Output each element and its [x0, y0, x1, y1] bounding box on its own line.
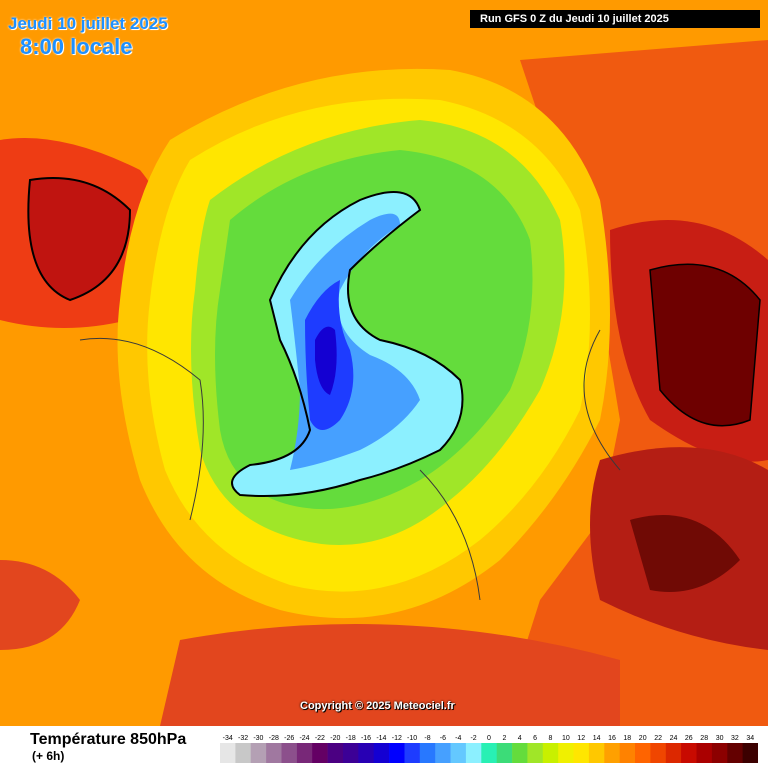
scale-swatch	[266, 743, 282, 763]
scale-swatch	[542, 743, 559, 763]
scale-tick-label: 34	[746, 735, 754, 742]
scale-swatch	[696, 743, 713, 763]
scale-tick-label: -2	[470, 735, 476, 742]
scale-swatch	[727, 743, 743, 763]
scale-tick-label: -18	[346, 735, 356, 742]
scale-swatch	[465, 743, 482, 763]
scale-tick-label: -6	[440, 735, 446, 742]
scale-tick-label: -22	[315, 735, 325, 742]
scale-tick-label: 10	[562, 735, 570, 742]
scale-tick-label: 14	[593, 735, 601, 742]
scale-swatch	[742, 743, 758, 763]
scale-tick-label: 16	[608, 735, 616, 742]
scale-swatch	[665, 743, 682, 763]
scale-tick-label: 22	[654, 735, 662, 742]
scale-swatch	[419, 743, 436, 763]
scale-tick-label: 26	[685, 735, 693, 742]
temperature-map	[0, 0, 768, 726]
scale-swatch	[527, 743, 544, 763]
scale-swatch	[435, 743, 451, 763]
scale-tick-label: -12	[392, 735, 402, 742]
scale-swatch	[235, 743, 252, 763]
forecast-date: Jeudi 10 juillet 2025	[8, 14, 168, 33]
scale-swatch	[573, 743, 590, 763]
scale-tick-label: 8	[549, 735, 553, 742]
variable-title: Température 850hPa	[30, 731, 187, 748]
scale-swatch	[681, 743, 697, 763]
scale-tick-label: 20	[639, 735, 647, 742]
footer: Température 850hPa (+ 6h) -34 -32 -30 -28 -2…	[0, 726, 768, 768]
scale-swatch	[558, 743, 574, 763]
scale-tick-label: -14	[376, 735, 386, 742]
scale-tick-label: -16	[361, 735, 371, 742]
scale-swatch	[588, 743, 605, 763]
color-scale: -34 -32 -30 -28 -26 -24 -22 -20 -18 -16 -14 -12 -10-…	[220, 735, 758, 763]
scale-swatch	[343, 743, 359, 763]
scale-tick-label: -8	[424, 735, 430, 742]
scale-swatch	[281, 743, 298, 763]
scale-tick-label: -32	[238, 735, 248, 742]
copyright: Copyright © 2025 Meteociel.fr	[300, 700, 455, 712]
scale-tick-label: 12	[577, 735, 585, 742]
scale-tick-label: -26	[284, 735, 294, 742]
scale-tick-label: 4	[518, 735, 522, 742]
scale-tick-label: 0	[487, 735, 491, 742]
scale-swatch	[604, 743, 620, 763]
scale-tick-label: 24	[670, 735, 678, 742]
scale-swatch	[250, 743, 267, 763]
scale-swatch	[650, 743, 667, 763]
scale-tick-label: 6	[533, 735, 537, 742]
scale-swatch	[312, 743, 328, 763]
scale-tick-label: 18	[623, 735, 631, 742]
scale-swatch	[296, 743, 313, 763]
forecast-time: 8:00 locale	[20, 34, 133, 59]
run-banner: Run GFS 0 Z du Jeudi 10 juillet 2025	[470, 10, 760, 28]
scale-tick-label: -24	[299, 735, 309, 742]
scale-swatch	[481, 743, 497, 763]
forecast-offset: (+ 6h)	[32, 749, 65, 763]
scale-swatch	[220, 743, 236, 763]
scale-swatch	[404, 743, 421, 763]
scale-swatch	[358, 743, 374, 763]
scale-swatch	[389, 743, 405, 763]
scale-tick-label: -30	[253, 735, 263, 742]
scale-swatch	[496, 743, 513, 763]
scale-tick-label: -28	[269, 735, 279, 742]
scale-swatch	[711, 743, 728, 763]
scale-swatch	[327, 743, 344, 763]
scale-swatch	[373, 743, 390, 763]
scale-tick-label: -4	[455, 735, 461, 742]
scale-tick-label: 2	[502, 735, 506, 742]
scale-swatch	[450, 743, 467, 763]
scale-tick-label: 30	[716, 735, 724, 742]
scale-tick-label: -10	[407, 735, 417, 742]
scale-swatch	[619, 743, 636, 763]
scale-tick-label: -34	[223, 735, 233, 742]
scale-tick-label: 32	[731, 735, 739, 742]
scale-swatch	[512, 743, 528, 763]
scale-tick-label: -20	[330, 735, 340, 742]
scale-swatch	[635, 743, 651, 763]
scale-tick-label: 28	[700, 735, 708, 742]
